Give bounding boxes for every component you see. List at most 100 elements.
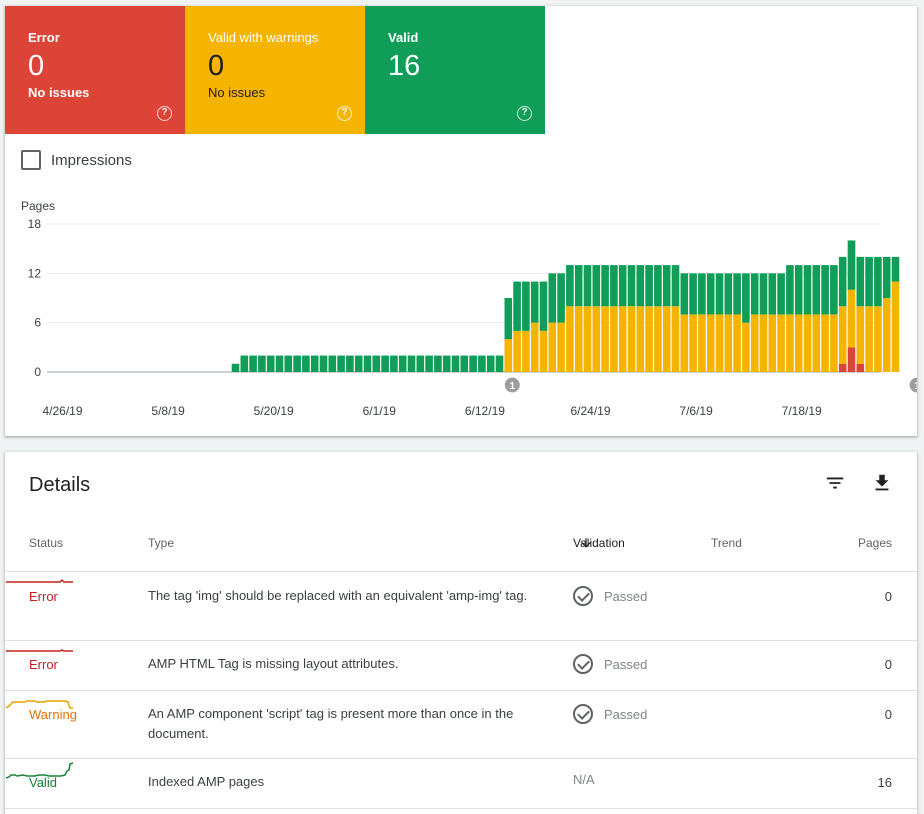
x-tick-label: 6/1/19 xyxy=(363,404,397,418)
bar-segment-warning xyxy=(662,306,671,372)
bar-segment-valid xyxy=(724,273,733,315)
trend-sparkline xyxy=(6,649,73,652)
bar-segment-warning xyxy=(522,330,530,372)
bar-segment-valid xyxy=(328,355,337,372)
bar-segment-valid xyxy=(469,355,477,372)
bar-segment-valid xyxy=(865,256,873,307)
x-tick-label: 6/24/19 xyxy=(570,404,610,418)
row-type: AMP HTML Tag is missing layout attribute… xyxy=(148,656,399,671)
bar-segment-valid xyxy=(671,265,680,307)
y-tick-label: 18 xyxy=(28,217,42,231)
table-row[interactable]: Warning An AMP component 'script' tag is… xyxy=(5,691,917,759)
bar-segment-valid xyxy=(425,355,433,372)
row-pages: 0 xyxy=(884,657,892,672)
column-validation[interactable]: Validation xyxy=(573,536,625,550)
impressions-label: Impressions xyxy=(51,151,132,169)
bar-segment-valid xyxy=(610,265,618,307)
row-status: Error xyxy=(29,589,58,604)
column-type[interactable]: Type xyxy=(148,536,175,550)
download-icon[interactable] xyxy=(871,472,893,494)
bar-segment-valid xyxy=(786,265,794,315)
bar-segment-valid xyxy=(830,265,838,315)
bar-segment-warning xyxy=(733,314,741,372)
x-tick-label: 7/6/19 xyxy=(679,404,713,418)
impressions-checkbox[interactable] xyxy=(21,150,41,170)
bar-segment-valid xyxy=(882,256,891,298)
bar-segment-warning xyxy=(750,314,759,372)
bar-segment-warning xyxy=(777,314,785,372)
tile-warning[interactable]: Valid with warnings 0 No issues ? xyxy=(185,6,365,134)
column-status[interactable]: Status xyxy=(29,536,64,550)
row-pages: 0 xyxy=(884,589,892,604)
table-row[interactable]: Error AMP HTML Tag is missing layout att… xyxy=(5,641,917,691)
help-icon[interactable]: ? xyxy=(517,106,532,121)
bar-segment-valid xyxy=(346,355,354,372)
bar-segment-valid xyxy=(891,256,900,282)
bar-segment-valid xyxy=(407,355,416,372)
filter-icon[interactable] xyxy=(824,472,846,494)
bar-segment-valid xyxy=(504,298,513,340)
bar-segment-valid xyxy=(654,265,662,307)
bar-segment-warning xyxy=(838,306,847,364)
bar-segment-valid xyxy=(794,265,803,315)
bar-segment-valid xyxy=(354,355,363,372)
sort-arrow-down-icon xyxy=(581,538,591,548)
bar-segment-valid xyxy=(240,355,249,372)
validation-text: Passed xyxy=(604,706,648,722)
help-icon[interactable]: ? xyxy=(157,106,172,121)
bar-segment-valid xyxy=(838,256,847,307)
bar-segment-warning xyxy=(680,314,689,372)
bar-segment-valid xyxy=(398,355,407,372)
details-title: Details xyxy=(29,474,91,496)
trend-sparkline xyxy=(5,762,74,779)
tile-value: 0 xyxy=(28,50,45,82)
row-validation: N/A xyxy=(573,772,595,787)
bar-segment-warning xyxy=(504,339,513,372)
column-validation-label: Validation xyxy=(573,536,625,550)
tile-valid[interactable]: Valid 16 ? xyxy=(365,6,545,134)
bar-segment-valid xyxy=(768,273,777,315)
bar-segment-warning xyxy=(759,314,768,372)
row-validation: Passed xyxy=(573,704,647,724)
bar-segment-warning xyxy=(821,314,829,372)
bar-segment-valid xyxy=(310,355,319,372)
bar-segment-valid xyxy=(592,265,601,307)
summary-card: Error 0 No issues ? Valid with warnings … xyxy=(5,6,917,436)
bar-segment-warning xyxy=(689,314,697,372)
annotation-label: 1 xyxy=(510,381,516,392)
row-status: Error xyxy=(29,657,58,672)
status-tiles: Error 0 No issues ? Valid with warnings … xyxy=(5,6,545,134)
bar-segment-valid xyxy=(601,265,609,307)
bar-segment-valid xyxy=(460,355,469,372)
bar-segment-warning xyxy=(706,314,715,372)
column-trend[interactable]: Trend xyxy=(711,536,742,550)
bar-segment-valid xyxy=(442,355,451,372)
impressions-toggle[interactable]: Impressions xyxy=(21,150,132,170)
bar-segment-valid xyxy=(266,355,275,372)
bar-segment-warning xyxy=(530,322,539,372)
annotation-label: 1 xyxy=(914,381,917,392)
row-status: Warning xyxy=(29,707,77,722)
bar-segment-warning xyxy=(715,314,724,372)
table-row[interactable]: Error The tag 'img' should be replaced w… xyxy=(5,572,917,641)
row-type: The tag 'img' should be replaced with an… xyxy=(148,588,528,603)
bar-segment-warning xyxy=(891,281,900,372)
row-pages: 0 xyxy=(884,707,892,722)
bar-segment-valid xyxy=(451,355,460,372)
bar-segment-warning xyxy=(636,306,645,372)
table-row[interactable]: Valid Indexed AMP pages N/A 16 xyxy=(5,759,917,809)
bar-segment-valid xyxy=(706,273,715,315)
bar-segment-valid xyxy=(486,355,495,372)
tile-label: Valid with warnings xyxy=(208,30,319,45)
help-icon[interactable]: ? xyxy=(337,106,352,121)
row-validation: Passed xyxy=(573,654,647,674)
check-circle-icon xyxy=(573,586,593,606)
bar-segment-valid xyxy=(698,273,706,315)
tile-error[interactable]: Error 0 No issues ? xyxy=(5,6,185,134)
bar-segment-valid xyxy=(478,355,486,372)
bar-segment-valid xyxy=(548,273,557,323)
bar-segment-valid xyxy=(275,355,284,372)
annotation-marker xyxy=(908,376,917,394)
column-pages[interactable]: Pages xyxy=(857,536,892,550)
bar-segment-warning xyxy=(830,314,838,372)
